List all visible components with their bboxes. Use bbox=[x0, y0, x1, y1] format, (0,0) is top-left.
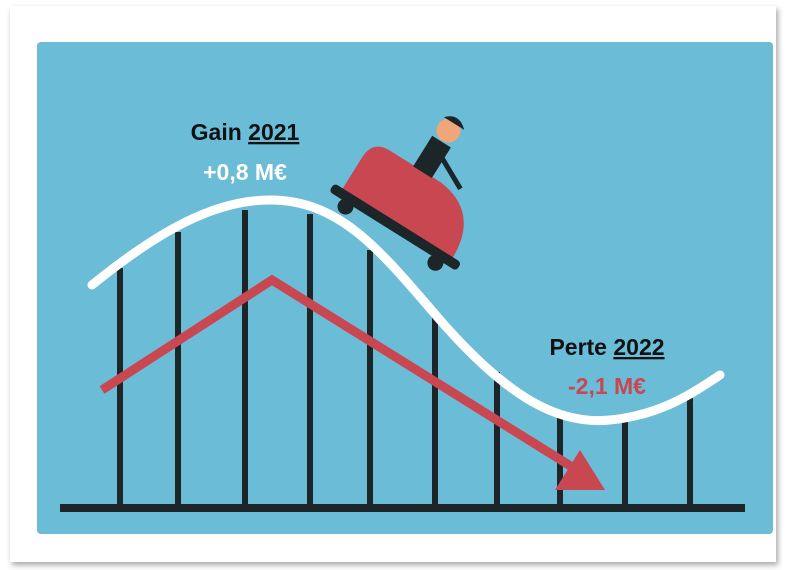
loss-label: Perte 2022 bbox=[549, 334, 664, 360]
loss-word: Perte bbox=[549, 334, 607, 360]
page: {"labels": { "gain": {"word": "Gain", "y… bbox=[0, 0, 789, 570]
panel bbox=[37, 42, 773, 534]
loss-year: 2022 bbox=[613, 334, 664, 360]
gain-amount: +0,8 M€ bbox=[203, 159, 287, 185]
illustration: Gain 2021 +0,8 M€ Perte 2022 -2,1 M€ bbox=[0, 0, 789, 570]
gain-label: Gain 2021 bbox=[191, 119, 300, 145]
loss-amount: -2,1 M€ bbox=[568, 373, 646, 399]
gain-year: 2021 bbox=[248, 119, 299, 145]
gain-word: Gain bbox=[191, 119, 242, 145]
